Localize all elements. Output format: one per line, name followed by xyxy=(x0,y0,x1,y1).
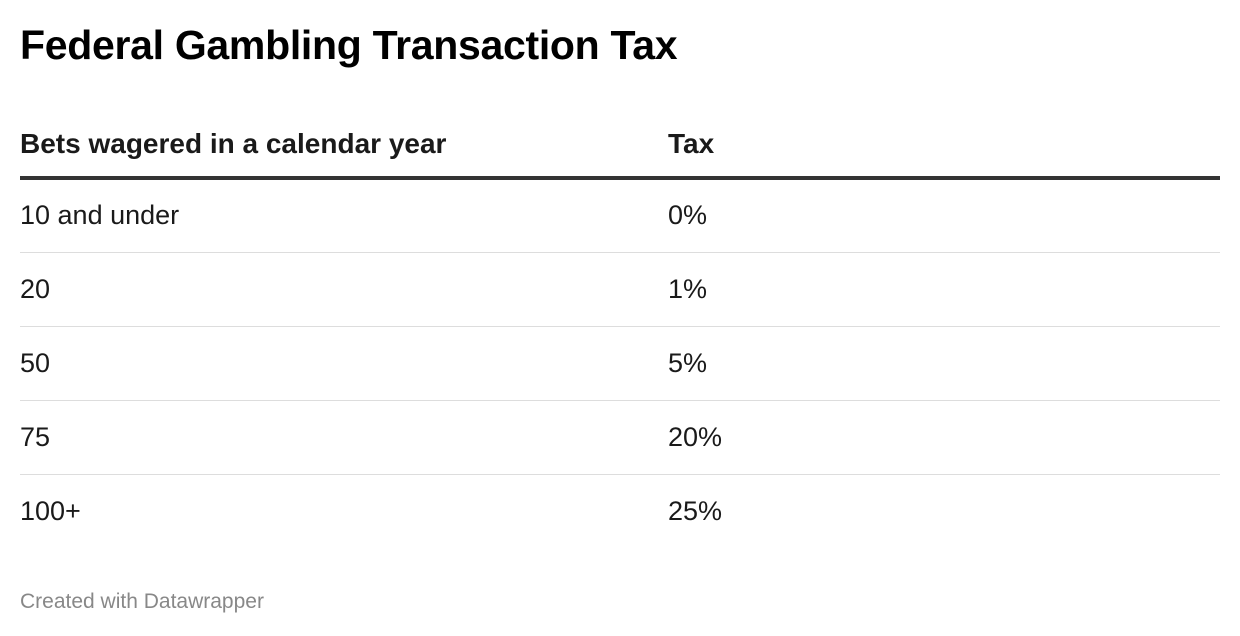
chart-title: Federal Gambling Transaction Tax xyxy=(20,22,678,68)
table-row: 75 20% xyxy=(20,400,1220,475)
table-row: 20 1% xyxy=(20,252,1220,327)
table-row: 100+ 25% xyxy=(20,474,1220,548)
cell-tax: 25% xyxy=(668,495,723,526)
table-header-row: Bets wagered in a calendar year Tax xyxy=(20,112,1220,180)
table-row: 10 and under 0% xyxy=(20,178,1220,253)
cell-tax: 20% xyxy=(668,400,1220,475)
cell-tax: 5% xyxy=(668,326,1220,401)
tax-table: Bets wagered in a calendar year Tax 10 a… xyxy=(20,112,1220,548)
cell-bets: 100+ xyxy=(20,495,81,526)
column-header-tax: Tax xyxy=(668,112,1220,180)
cell-bets: 10 and under xyxy=(20,178,668,253)
table-row: 50 5% xyxy=(20,326,1220,401)
cell-tax: 1% xyxy=(668,252,1220,327)
column-header-bets: Bets wagered in a calendar year xyxy=(20,112,668,180)
cell-bets: 75 xyxy=(20,400,668,475)
cell-tax: 0% xyxy=(668,178,1220,253)
cell-bets: 20 xyxy=(20,252,668,327)
cell-bets: 50 xyxy=(20,326,668,401)
footer-credit: Created with Datawrapper xyxy=(20,590,264,613)
